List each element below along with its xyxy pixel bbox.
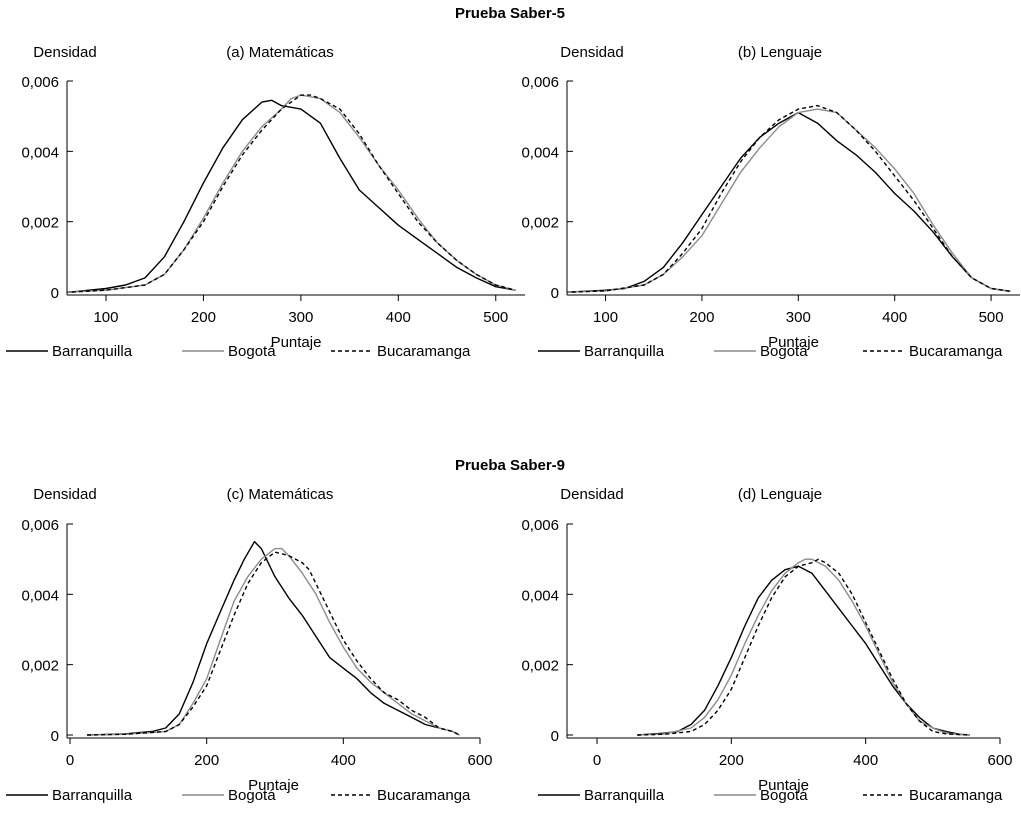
y-tick-label: 0,002	[521, 215, 559, 232]
charts-group: (a) Matemáticas Densidad 0 0,002 0,004 0,006 1…	[6, 44, 1020, 804]
series-line-bogot	[87, 547, 460, 736]
legend-label: Barranquilla	[584, 787, 665, 804]
legend-label: Bucaramanga	[377, 343, 471, 360]
y-tick-label: 0,006	[21, 517, 59, 534]
y-tick-label: 0	[51, 285, 59, 302]
legend-label: Bogotá	[228, 343, 276, 360]
y-tick-label: 0	[551, 285, 559, 302]
series-line-bucaramanga	[87, 551, 460, 736]
legend-label: Bucaramanga	[909, 343, 1003, 360]
x-axis-label: Puntaje	[248, 777, 299, 794]
series-line-bogot	[637, 558, 970, 736]
legend-label: Bucaramanga	[377, 787, 471, 804]
series-line-bogot	[571, 108, 1011, 293]
chart-panel-2: (c) Matemáticas Densidad 0 0,002 0,004 0,006 0…	[6, 486, 493, 804]
y-tick-label: 0,004	[521, 144, 559, 161]
y-axis-label: Densidad	[33, 44, 96, 61]
x-tick-label: 500	[483, 309, 508, 326]
y-tick-label: 0,002	[521, 658, 559, 675]
y-tick-label: 0	[551, 728, 559, 745]
x-tick-label: 100	[593, 309, 618, 326]
x-tick-label: 200	[719, 752, 744, 769]
x-tick-label: 200	[689, 309, 714, 326]
y-axis-label: Densidad	[560, 44, 623, 61]
legend: Barranquilla Bogotá Bucaramanga	[538, 343, 1003, 360]
series-line-barranquilla	[87, 540, 460, 736]
legend: Barranquilla Bogotá Bucaramanga	[6, 787, 471, 804]
x-axis-label: Puntaje	[768, 334, 819, 351]
series-line-barranquilla	[71, 99, 516, 293]
x-axis-label: Puntaje	[758, 777, 809, 794]
chart-panel-3: (d) Lenguaje Densidad 0 0,002 0,004 0,006 0 200…	[521, 486, 1012, 804]
chart-title: (c) Matemáticas	[227, 486, 334, 503]
legend-label: Bucaramanga	[909, 787, 1003, 804]
y-tick-label: 0,002	[21, 215, 59, 232]
section-title-saber-9: Prueba Saber-9	[455, 457, 565, 474]
legend: Barranquilla Bogotá Bucaramanga	[538, 787, 1003, 804]
legend-label: Bogotá	[228, 787, 276, 804]
legend-label: Bogotá	[760, 787, 808, 804]
x-tick-label: 200	[194, 752, 219, 769]
chart-panel-1: (b) Lenguaje Densidad 0 0,002 0,004 0,006 100 2…	[521, 44, 1020, 360]
section-title-saber-5: Prueba Saber-5	[455, 5, 565, 22]
legend-label: Barranquilla	[584, 343, 665, 360]
chart-title: (b) Lenguaje	[738, 44, 822, 61]
series-line-bucaramanga	[571, 104, 1011, 293]
series-line-barranquilla	[571, 111, 1011, 293]
chart-panel-0: (a) Matemáticas Densidad 0 0,002 0,004 0,006 1…	[6, 44, 525, 360]
x-tick-label: 400	[882, 309, 907, 326]
y-tick-label: 0,006	[521, 517, 559, 534]
y-tick-label: 0,004	[21, 587, 59, 604]
x-tick-label: 400	[331, 752, 356, 769]
x-tick-label: 400	[386, 309, 411, 326]
y-tick-label: 0,004	[521, 587, 559, 604]
y-axis-label: Densidad	[560, 486, 623, 503]
y-tick-label: 0,006	[21, 74, 59, 91]
x-tick-label: 100	[93, 309, 118, 326]
y-tick-label: 0	[51, 728, 59, 745]
x-tick-label: 300	[786, 309, 811, 326]
x-tick-label: 600	[467, 752, 492, 769]
series-line-bucaramanga	[71, 94, 516, 293]
chart-title: (a) Matemáticas	[226, 44, 334, 61]
x-tick-label: 200	[191, 309, 216, 326]
x-tick-label: 300	[288, 309, 313, 326]
x-tick-label: 500	[979, 309, 1004, 326]
x-tick-label: 400	[853, 752, 878, 769]
chart-title: (d) Lenguaje	[738, 486, 822, 503]
legend: Barranquilla Bogotá Bucaramanga	[6, 343, 471, 360]
y-axis-label: Densidad	[33, 486, 96, 503]
legend-label: Bogotá	[760, 343, 808, 360]
series-line-bucaramanga	[637, 558, 970, 736]
x-tick-label: 0	[66, 752, 74, 769]
x-axis-label: Puntaje	[271, 334, 322, 351]
y-tick-label: 0,002	[21, 658, 59, 675]
x-tick-label: 0	[593, 752, 601, 769]
series-line-barranquilla	[637, 565, 970, 736]
y-tick-label: 0,006	[521, 74, 559, 91]
legend-label: Barranquilla	[52, 343, 133, 360]
y-tick-label: 0,004	[21, 144, 59, 161]
x-tick-label: 600	[987, 752, 1012, 769]
legend-label: Barranquilla	[52, 787, 133, 804]
